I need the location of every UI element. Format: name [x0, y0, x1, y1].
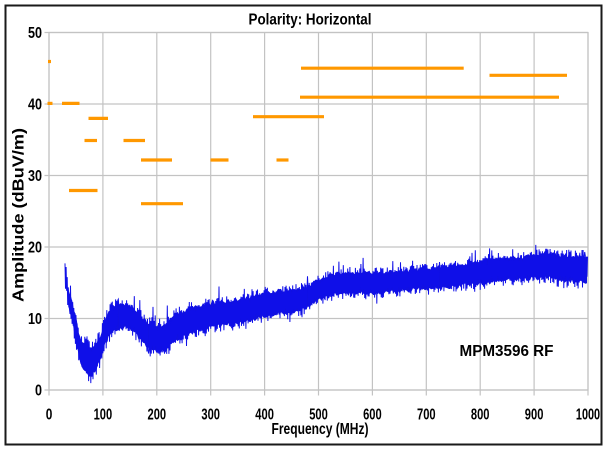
svg-text:400: 400 — [255, 407, 274, 424]
svg-text:20: 20 — [28, 240, 42, 257]
svg-text:1000: 1000 — [576, 407, 600, 424]
svg-text:40: 40 — [28, 97, 42, 114]
svg-text:MPM3596 RF: MPM3596 RF — [460, 343, 554, 360]
svg-text:Frequency (MHz): Frequency (MHz) — [272, 421, 369, 438]
svg-text:200: 200 — [148, 407, 167, 424]
svg-text:800: 800 — [471, 407, 490, 424]
svg-text:600: 600 — [363, 407, 382, 424]
svg-text:30: 30 — [28, 168, 42, 185]
svg-text:50: 50 — [28, 25, 42, 42]
svg-text:100: 100 — [94, 407, 113, 424]
svg-text:300: 300 — [201, 407, 220, 424]
svg-text:0: 0 — [46, 407, 53, 424]
svg-text:700: 700 — [417, 407, 436, 424]
svg-text:Polarity: Horizontal: Polarity: Horizontal — [249, 12, 372, 29]
svg-text:0: 0 — [35, 383, 42, 400]
svg-text:10: 10 — [28, 311, 42, 328]
svg-text:900: 900 — [525, 407, 544, 424]
svg-text:Amplitude (dBuV/m): Amplitude (dBuV/m) — [11, 128, 28, 302]
svg-text:500: 500 — [309, 407, 328, 424]
